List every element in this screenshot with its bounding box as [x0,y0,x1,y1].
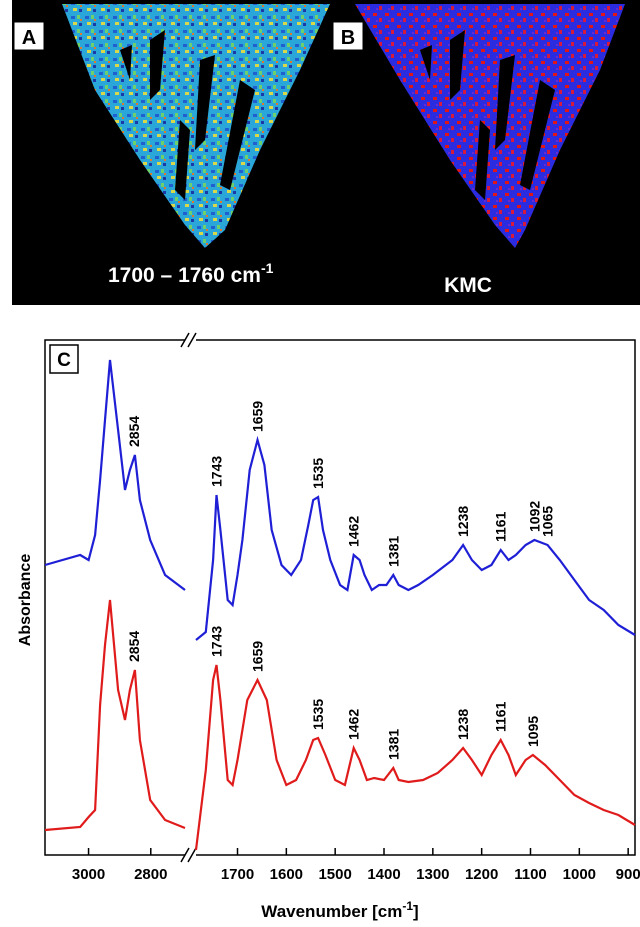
peak-label: 1161 [493,701,509,732]
peak-label: 1238 [455,709,471,740]
peak-label: 1535 [310,458,326,489]
spectrum-line [44,359,186,591]
x-tick-label: 1600 [270,866,303,883]
x-tick-label: 1000 [563,866,596,883]
peak-label: 1462 [346,516,362,547]
caption: 1700 – 1760 cm-1 [108,260,274,287]
x-tick-label: 1500 [318,866,351,883]
x-tick-label: 1300 [416,866,449,883]
image-b [355,4,625,248]
peak-label: 1659 [250,401,266,432]
peak-label: 1092 [526,501,542,532]
image-voids [120,30,555,200]
caption-sup: -1 [261,260,274,276]
x-tick-label: 1200 [465,866,498,883]
x-tick-label: 2800 [134,866,167,883]
peak-label: 1535 [310,699,326,730]
peak-label: 2854 [126,631,142,662]
x-tick-label: 3000 [72,866,105,883]
spectrum-line [44,599,186,832]
x-axis-label-sup: -1 [402,899,413,913]
panel-label: A [22,27,36,49]
label-box [49,344,79,374]
caption: KMC [444,274,492,297]
peak-label: 1238 [455,506,471,537]
x-tick-label: 1100 [514,866,547,883]
x-axis-label-text: Wavenumber [cm [261,902,402,921]
x-tick-label: 1400 [367,866,400,883]
label-box [13,21,45,51]
image-panels: A B 1700 – 1760 cm-1 KMC [12,0,640,305]
peak-label: 1743 [209,626,225,657]
peak-label: 1462 [346,709,362,740]
x-tick-label: 1700 [221,866,254,883]
spectrum-line [194,664,636,851]
peak-label: 1659 [250,641,266,672]
y-axis-label: Absorbance [17,554,34,647]
peak-label: 1095 [525,716,541,747]
peak-label: 2854 [126,416,142,447]
caption-text: 1700 – 1760 cm [108,264,261,287]
peak-label: 1161 [493,511,509,542]
peak-label: 1743 [209,456,225,487]
panel-label: B [341,27,355,49]
peak-label: 1065 [540,506,556,537]
peak-label: 1381 [385,536,401,567]
chart: C Absorbance Wavenumber [cm-1] 3000 2800 1… [17,332,640,921]
x-axis-label-end: ] [413,902,419,921]
axis-frame [44,332,636,863]
panel-label: C [57,350,71,371]
label-box [332,21,364,51]
x-axis-label: Wavenumber [cm-1] [261,899,418,921]
peak-label: 1381 [385,729,401,760]
spectrum-line [195,435,636,641]
x-tick-label: 900 [616,866,640,883]
